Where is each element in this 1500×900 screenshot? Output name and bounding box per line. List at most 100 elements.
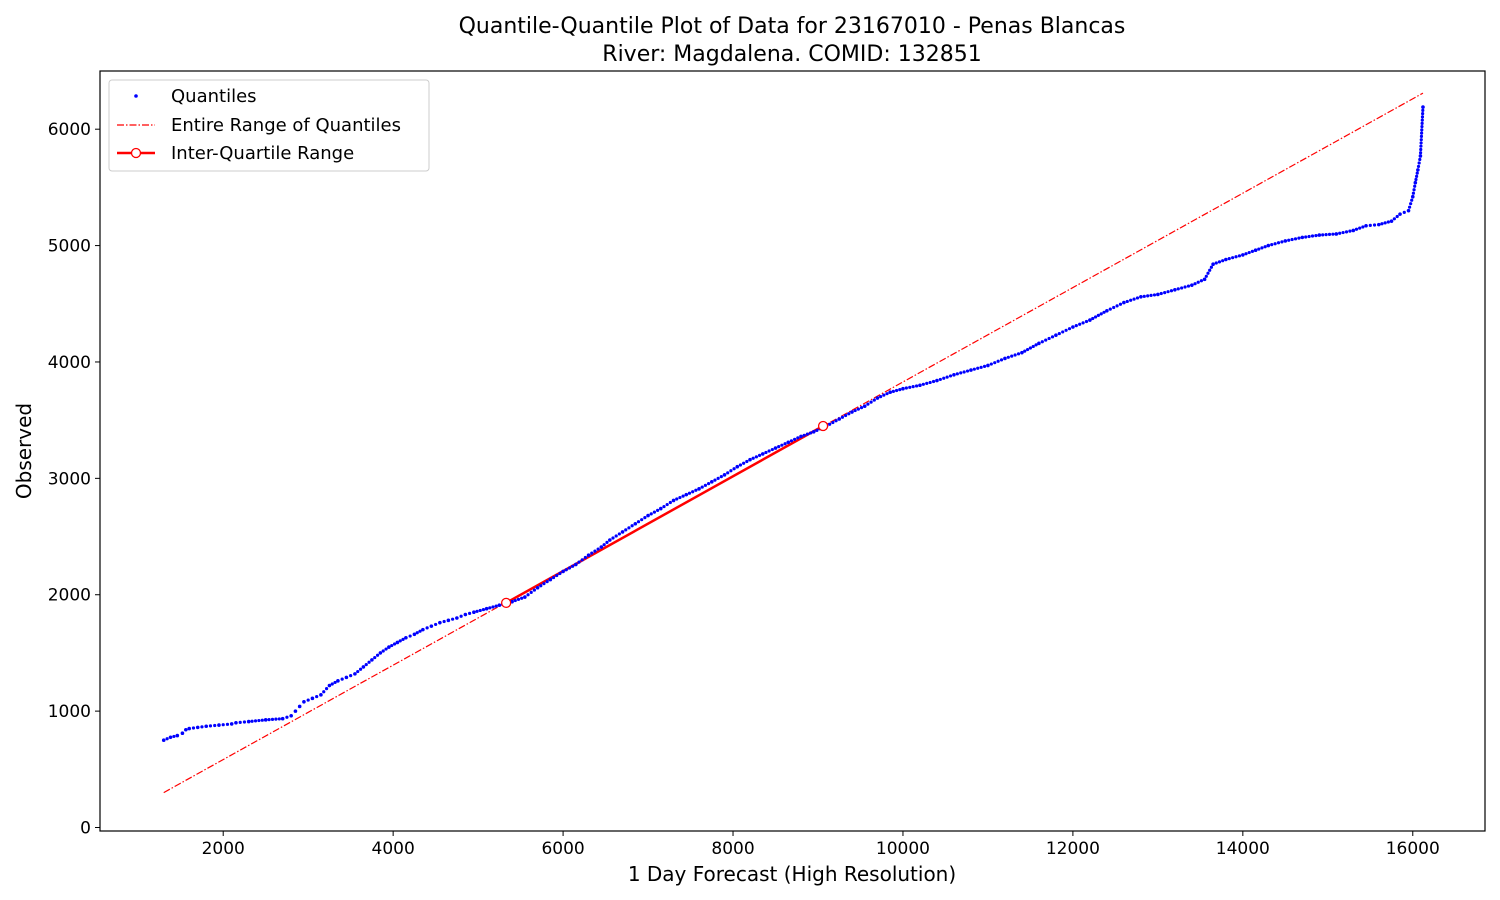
quantile-point <box>1108 307 1112 311</box>
quantile-point <box>497 603 502 608</box>
quantile-point <box>986 363 990 368</box>
quantile-point <box>187 726 192 731</box>
quantile-point <box>620 530 625 534</box>
quantile-point <box>911 385 915 389</box>
legend-marker-quantiles <box>134 94 138 98</box>
quantile-point <box>1208 268 1212 272</box>
quantile-point <box>1209 265 1213 269</box>
quantile-point <box>840 415 845 419</box>
quantile-point <box>1414 177 1418 182</box>
quantile-point <box>931 379 936 384</box>
quantile-point <box>1202 277 1207 282</box>
quantile-point <box>805 432 809 436</box>
quantile-point <box>364 662 368 667</box>
quantile-point <box>742 461 746 465</box>
quantile-point <box>1044 338 1048 342</box>
quantile-point <box>1417 161 1421 165</box>
quantile-point <box>815 428 819 432</box>
quantile-point <box>1064 328 1068 332</box>
quantile-point <box>599 545 604 549</box>
x-axis-label: 1 Day Forecast (High Resolution) <box>628 862 956 886</box>
quantile-point <box>1020 350 1024 355</box>
quantile-point <box>1398 212 1402 216</box>
quantile-point <box>1091 316 1095 321</box>
quantile-point <box>370 658 374 662</box>
iqr-endpoint <box>501 597 512 609</box>
quantile-point <box>558 571 562 576</box>
quantile-point <box>1253 248 1258 253</box>
quantile-point <box>523 595 527 599</box>
quantile-point <box>1105 308 1109 313</box>
quantile-point <box>1237 254 1242 258</box>
quantile-point <box>564 568 568 572</box>
y-tick-label: 2000 <box>48 586 91 606</box>
quantile-point <box>1224 257 1228 262</box>
quantile-point <box>681 494 685 498</box>
quantile-point <box>322 690 326 694</box>
quantile-point <box>959 371 963 375</box>
quantile-point <box>384 647 388 651</box>
quantile-point <box>421 627 425 632</box>
chart-title: Quantile-Quantile Plot of Data for 23167… <box>459 14 1126 39</box>
quantile-point <box>1139 294 1143 299</box>
quantile-point <box>1273 242 1277 246</box>
quantile-point <box>633 521 638 526</box>
quantile-point <box>1321 233 1325 237</box>
quantile-point <box>1324 233 1328 237</box>
quantile-point <box>882 393 886 397</box>
quantile-point <box>250 719 254 723</box>
quantile-point <box>1257 247 1261 251</box>
quantile-point <box>671 498 676 503</box>
y-tick-label: 0 <box>80 819 91 839</box>
quantile-point <box>834 419 838 423</box>
y-tick-label: 1000 <box>48 702 91 722</box>
quantile-point <box>1351 228 1356 233</box>
quantile-point <box>879 394 883 399</box>
quantile-point <box>643 516 647 520</box>
x-tick-label: 4000 <box>372 839 415 859</box>
quantile-point <box>330 682 334 686</box>
quantile-point <box>925 381 929 385</box>
quantile-point <box>1217 260 1222 264</box>
quantile-point <box>361 665 366 669</box>
quantile-point <box>293 709 298 713</box>
quantile-point <box>691 490 695 494</box>
quantile-point <box>722 473 727 477</box>
quantile-point <box>1016 352 1021 356</box>
quantile-point <box>799 434 803 439</box>
quantile-point <box>1338 231 1342 235</box>
legend-label-quantiles: Quantiles <box>171 86 257 107</box>
quantile-point <box>1421 111 1425 116</box>
quantile-point <box>938 377 942 382</box>
quantile-point <box>1420 131 1424 135</box>
quantile-point <box>1419 141 1423 145</box>
quantile-point <box>532 588 537 592</box>
x-axis-ticks: 2000 4000 6000 8000 10000 12000 14000 16000 <box>202 831 1440 859</box>
quantile-point <box>713 478 717 482</box>
quantile-point <box>1287 238 1291 242</box>
quantile-point <box>333 680 337 685</box>
quantile-point <box>875 396 880 400</box>
quantile-point <box>972 367 976 371</box>
quantile-point <box>872 398 876 402</box>
quantile-point <box>172 734 176 739</box>
quantile-point <box>217 723 221 727</box>
quantile-point <box>1344 230 1349 234</box>
quantile-point <box>1420 121 1424 125</box>
quantile-point <box>1260 246 1264 250</box>
quantile-point <box>516 597 521 601</box>
quantile-point <box>675 497 679 501</box>
quantile-point <box>636 520 641 524</box>
quantile-point <box>401 637 405 641</box>
quantile-point <box>378 651 383 655</box>
quantile-point <box>398 639 402 643</box>
quantile-point <box>1409 202 1413 206</box>
quantile-point <box>764 450 768 455</box>
y-tick-label: 5000 <box>48 237 91 257</box>
quantile-point <box>1386 220 1390 224</box>
quantile-point <box>894 388 899 393</box>
quantile-point <box>802 433 806 437</box>
quantile-point <box>1297 236 1301 240</box>
quantile-point <box>488 606 492 610</box>
series-layer <box>161 92 1425 794</box>
